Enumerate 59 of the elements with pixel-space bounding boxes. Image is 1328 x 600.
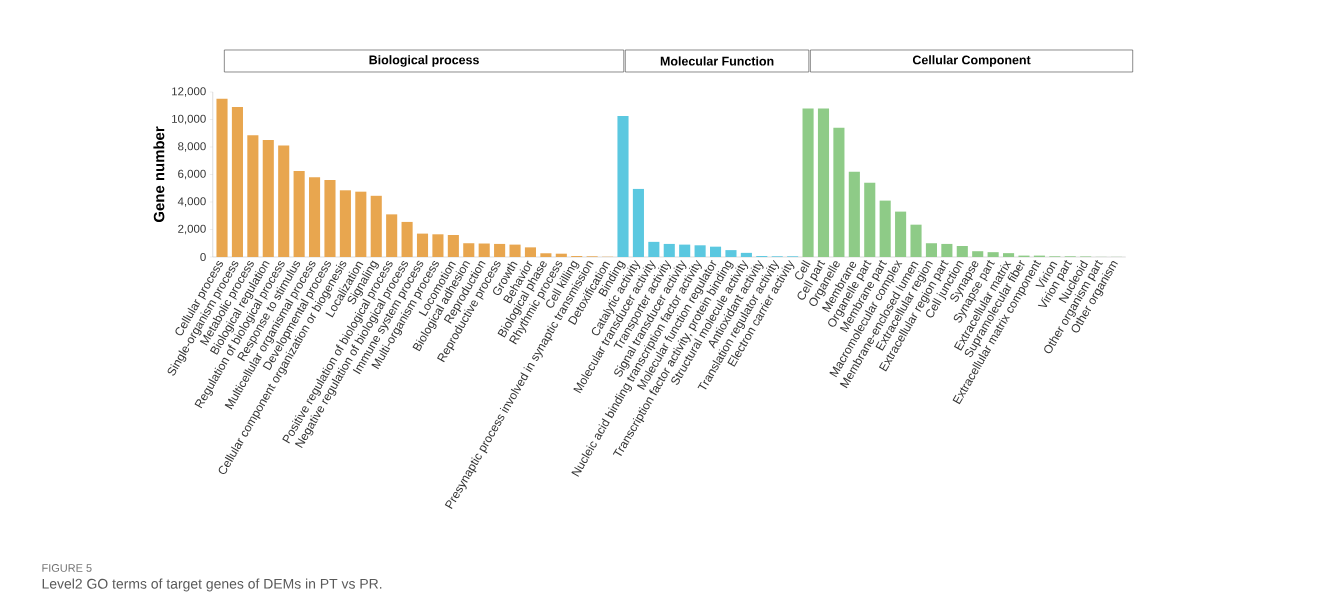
bar xyxy=(309,177,321,257)
bar xyxy=(694,245,706,257)
bar xyxy=(247,135,259,257)
bar xyxy=(663,243,675,257)
bar xyxy=(262,140,274,257)
text: Level2 GO terms of target genes of DEMs in PT vs PR. xyxy=(42,578,382,592)
x-tick-label: Cell xyxy=(795,259,811,280)
bar xyxy=(632,188,644,257)
caption: FIGURE 5 xyxy=(42,564,92,572)
y-tick-label: 0 xyxy=(200,252,206,262)
bar xyxy=(293,171,305,257)
bar xyxy=(740,252,752,257)
text: Cellular Component xyxy=(912,55,1031,67)
bar xyxy=(432,234,444,257)
bar xyxy=(864,182,876,257)
bar xyxy=(216,98,228,257)
text: Biological process xyxy=(369,55,479,67)
y-axis-title: Gene number xyxy=(153,126,165,223)
bar xyxy=(463,243,475,257)
bar xyxy=(401,221,413,257)
y-tick-label: 12,000 xyxy=(172,87,206,97)
bar xyxy=(910,224,922,257)
bar xyxy=(941,243,953,257)
bar xyxy=(478,243,490,257)
bar xyxy=(339,190,351,257)
bar xyxy=(802,108,814,257)
bar xyxy=(540,253,552,257)
y-tick-label: 6,000 xyxy=(178,169,206,180)
bar xyxy=(987,252,999,257)
y-tick-label: 4,000 xyxy=(177,197,206,207)
bar xyxy=(972,251,984,257)
bar xyxy=(833,127,845,257)
bar xyxy=(895,211,907,257)
bar xyxy=(386,214,398,257)
bar xyxy=(494,243,506,257)
bar xyxy=(679,244,691,257)
bar xyxy=(725,250,737,257)
bar xyxy=(370,195,382,257)
bar xyxy=(848,171,860,257)
bar xyxy=(617,116,629,257)
bar xyxy=(1003,253,1015,257)
bar xyxy=(648,241,660,257)
bar xyxy=(879,200,891,257)
bar xyxy=(324,179,336,257)
y-tick-label: 2,000 xyxy=(178,224,206,235)
bar xyxy=(709,246,722,257)
bar xyxy=(416,233,429,257)
text: Molecular Function xyxy=(660,56,774,66)
bar xyxy=(278,145,290,257)
bar xyxy=(447,234,459,257)
bar xyxy=(524,247,537,257)
bar xyxy=(231,107,243,257)
y-tick-label: 10,000 xyxy=(172,114,206,125)
bar xyxy=(925,243,937,257)
bar xyxy=(355,191,367,257)
bar xyxy=(817,108,830,257)
bar xyxy=(956,245,968,257)
y-tick-label: 8,000 xyxy=(178,142,206,152)
bar xyxy=(509,244,521,257)
